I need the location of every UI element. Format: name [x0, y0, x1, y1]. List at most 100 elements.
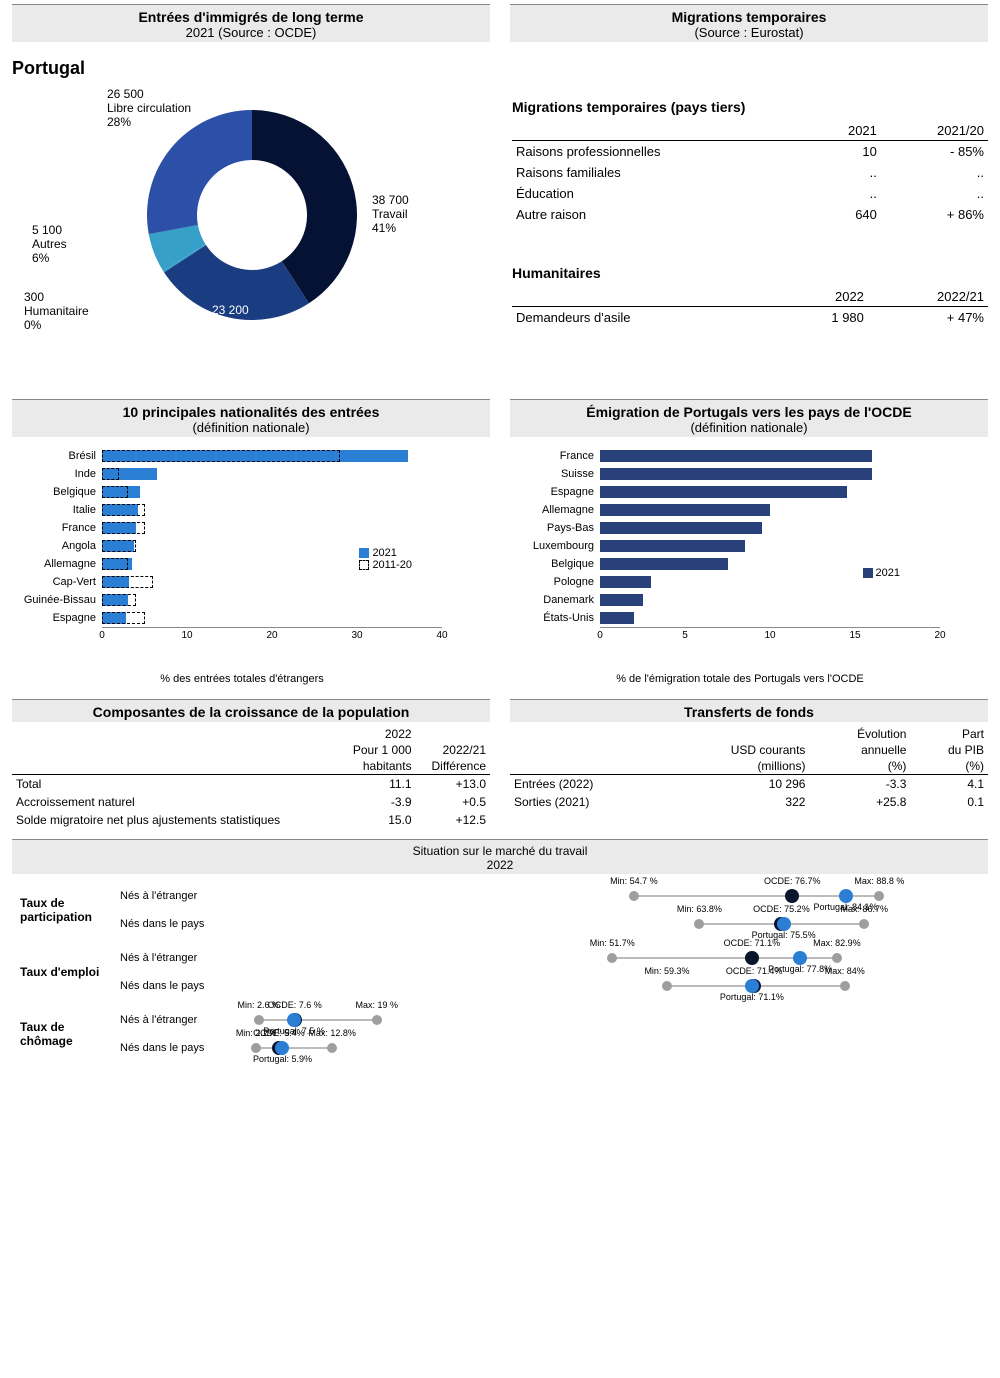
- labour-row-label: Nés à l'étranger: [120, 952, 240, 964]
- donut-title: Entrées d'immigrés de long terme: [12, 9, 490, 25]
- labour-group: Taux de participationNés à l'étrangerMin…: [20, 882, 980, 938]
- labour-group: Taux de chômageNés à l'étrangerMin: 2.6 …: [20, 1006, 980, 1062]
- pg-h3a: 2022/21: [416, 742, 490, 758]
- bar-row: Pologne: [510, 573, 970, 591]
- donut-label-humanitaire: 300Humanitaire0%: [24, 290, 89, 332]
- bar: [600, 576, 651, 588]
- max-dot: [840, 981, 850, 991]
- max-dot: [327, 1043, 337, 1053]
- bar-label: États-Unis: [510, 612, 600, 624]
- temp-tiers-heading: Migrations temporaires (pays tiers): [512, 99, 988, 115]
- emig-title: Émigration de Portugals vers les pays de…: [510, 404, 988, 420]
- temp-migration-tables: Migrations temporaires (pays tiers) 2021…: [512, 85, 988, 385]
- bar-label: France: [12, 522, 102, 534]
- table-row: Demandeurs d'asile1 980+ 47%: [512, 307, 988, 329]
- bar: [600, 540, 745, 552]
- labour-row: Nés dans le paysMin: 59.3%Max: 84%OCDE: …: [120, 972, 980, 1000]
- labour-row-label: Nés dans le pays: [120, 980, 240, 992]
- bar-label: Guinée-Bissau: [12, 594, 102, 606]
- bar-label: Italie: [12, 504, 102, 516]
- table-row: Éducation....: [512, 183, 988, 204]
- min-dot: [694, 919, 704, 929]
- bar-2011-20: [102, 576, 153, 588]
- remit-table: ÉvolutionPart USD courantsannuelledu PIB…: [510, 726, 988, 811]
- labour-row-label: Nés dans le pays: [120, 918, 240, 930]
- remit-header: Transferts de fonds: [510, 699, 988, 722]
- bar-row: France: [12, 519, 472, 537]
- bar-label: Brésil: [12, 450, 102, 462]
- labour-row: Nés dans le paysMin: 63.8%Max: 86.7%OCDE…: [120, 910, 980, 938]
- donut-subtitle: 2021 (Source : OCDE): [12, 25, 490, 40]
- remit-title: Transferts de fonds: [510, 704, 988, 720]
- labour-title: Situation sur le marché du travail: [12, 844, 988, 858]
- legend-emig-2021: 2021: [876, 567, 900, 579]
- bar-2011-20: [102, 486, 128, 498]
- bar-label: Inde: [12, 468, 102, 480]
- bar-row: Belgique: [510, 555, 970, 573]
- emig-xlabel: % de l'émigration totale des Portugals v…: [510, 673, 970, 685]
- rm-h1a: USD courants: [664, 742, 810, 758]
- bar-row: Brésil: [12, 447, 472, 465]
- emig-legend: 2021: [863, 567, 900, 579]
- labour-chart: Taux de participationNés à l'étrangerMin…: [0, 874, 1000, 1088]
- bar-label: Suisse: [510, 468, 600, 480]
- bar-2011-20: [102, 612, 145, 624]
- bar: [600, 468, 872, 480]
- bar-label: Allemagne: [12, 558, 102, 570]
- bar-2011-20: [102, 558, 128, 570]
- bar-2011-20: [102, 468, 119, 480]
- top10-title: 10 principales nationalités des entrées: [12, 404, 490, 420]
- labour-header: Situation sur le marché du travail 2022: [12, 839, 988, 874]
- pg-h2a: Pour 1 000: [336, 742, 415, 758]
- rm-h1b: (millions): [664, 758, 810, 775]
- top10-legend: 2021 2011-20: [359, 547, 412, 571]
- portugal-dot: [745, 979, 759, 993]
- portugal-dot: [777, 917, 791, 931]
- top10-subtitle: (définition nationale): [12, 420, 490, 435]
- bar-2011-20: [102, 504, 145, 516]
- table-row: Accroissement naturel-3.9+0.5: [12, 793, 490, 811]
- portugal-dot: [275, 1041, 289, 1055]
- bar-row: États-Unis: [510, 609, 970, 627]
- rm-h2b: annuelle: [809, 742, 910, 758]
- donut-label-autres: 5 100Autres6%: [32, 223, 67, 265]
- bar-row: Belgique: [12, 483, 472, 501]
- bar: [600, 450, 872, 462]
- table-row: Entrées (2022)10 296-3.34.1: [510, 775, 988, 794]
- top10-chart: BrésilIndeBelgiqueItalieFranceAngolaAlle…: [12, 447, 472, 685]
- emig-header: Émigration de Portugals vers les pays de…: [510, 399, 988, 437]
- min-dot: [662, 981, 672, 991]
- donut-label-libre: 26 500Libre circulation28%: [107, 87, 191, 129]
- bar: [600, 486, 847, 498]
- labour-row-label: Nés à l'étranger: [120, 890, 240, 902]
- temp-title: Migrations temporaires: [510, 9, 988, 25]
- temp-header: Migrations temporaires (Source : Eurosta…: [510, 4, 988, 42]
- max-dot: [859, 919, 869, 929]
- pg-h1: 2022: [336, 726, 415, 742]
- table-row: Autre raison640+ 86%: [512, 204, 988, 225]
- top10-xlabel: % des entrées totales d'étrangers: [12, 673, 472, 685]
- bar-label: Belgique: [510, 558, 600, 570]
- temp-tiers-table: 20212021/20 Raisons professionnelles10- …: [512, 121, 988, 225]
- popgrowth-table: 2022 Pour 1 0002022/21 habitantsDifféren…: [12, 726, 490, 829]
- bar-label: Cap-Vert: [12, 576, 102, 588]
- donut-label-travail: 38 700Travail41%: [372, 193, 409, 235]
- bar: [600, 504, 770, 516]
- bar-row: Espagne: [12, 609, 472, 627]
- bar-label: Luxembourg: [510, 540, 600, 552]
- table-row: Raisons professionnelles10- 85%: [512, 141, 988, 163]
- ocde-dot: [745, 951, 759, 965]
- bar: [600, 522, 762, 534]
- table-row: Sorties (2021)322+25.80.1: [510, 793, 988, 811]
- labour-group-name: Taux de chômage: [20, 1020, 120, 1048]
- labour-row-label: Nés à l'étranger: [120, 1014, 240, 1026]
- human-heading: Humanitaires: [512, 265, 988, 281]
- bar: [600, 612, 634, 624]
- rm-h3c: (%): [910, 758, 988, 775]
- bar: [600, 594, 643, 606]
- min-dot: [629, 891, 639, 901]
- pg-h2b: habitants: [336, 758, 415, 775]
- top10-header: 10 principales nationalités des entrées …: [12, 399, 490, 437]
- bar-2011-20: [102, 594, 136, 606]
- bar-row: Guinée-Bissau: [12, 591, 472, 609]
